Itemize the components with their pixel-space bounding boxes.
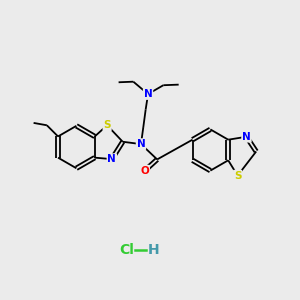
Text: N: N	[144, 89, 152, 99]
Text: N: N	[136, 139, 146, 149]
Text: N: N	[242, 132, 251, 142]
Text: H: H	[148, 243, 159, 257]
Text: O: O	[140, 166, 149, 176]
Text: N: N	[107, 154, 116, 164]
Text: S: S	[103, 120, 111, 130]
Text: S: S	[234, 171, 242, 181]
Text: Cl: Cl	[119, 243, 134, 257]
